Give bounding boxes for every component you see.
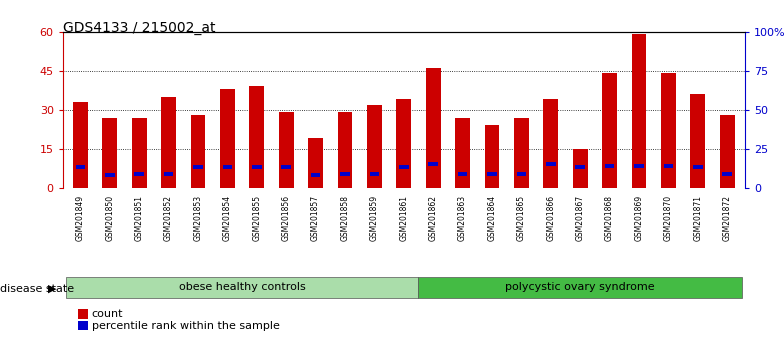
- Bar: [134, 172, 144, 176]
- Bar: [691, 94, 705, 188]
- Text: ▶: ▶: [48, 284, 56, 293]
- Bar: [419, 277, 742, 298]
- Bar: [164, 172, 173, 176]
- Bar: [663, 164, 673, 168]
- Bar: [73, 102, 88, 188]
- Bar: [220, 89, 234, 188]
- Bar: [399, 165, 408, 169]
- Bar: [720, 115, 735, 188]
- Text: GDS4133 / 215002_at: GDS4133 / 215002_at: [63, 21, 216, 35]
- Bar: [485, 125, 499, 188]
- Bar: [458, 172, 467, 176]
- Text: polycystic ovary syndrome: polycystic ovary syndrome: [506, 282, 655, 292]
- Bar: [252, 165, 262, 169]
- Bar: [369, 172, 379, 176]
- Bar: [340, 172, 350, 176]
- Bar: [573, 149, 587, 188]
- Bar: [426, 68, 441, 188]
- Bar: [193, 165, 203, 169]
- Bar: [397, 99, 411, 188]
- Bar: [722, 172, 732, 176]
- Bar: [634, 164, 644, 168]
- Bar: [103, 118, 117, 188]
- Bar: [575, 165, 585, 169]
- Bar: [66, 277, 419, 298]
- Bar: [456, 118, 470, 188]
- Bar: [604, 164, 615, 168]
- Bar: [162, 97, 176, 188]
- Bar: [543, 99, 558, 188]
- Bar: [223, 165, 232, 169]
- Text: disease state: disease state: [0, 284, 74, 293]
- Text: percentile rank within the sample: percentile rank within the sample: [92, 321, 280, 331]
- Bar: [191, 115, 205, 188]
- Bar: [546, 162, 556, 166]
- Bar: [367, 104, 382, 188]
- Bar: [249, 86, 264, 188]
- Bar: [310, 173, 321, 177]
- Bar: [428, 162, 438, 166]
- Bar: [602, 73, 617, 188]
- Bar: [105, 173, 114, 177]
- Bar: [487, 172, 497, 176]
- Bar: [514, 118, 528, 188]
- Bar: [661, 73, 676, 188]
- Text: count: count: [92, 309, 123, 319]
- Bar: [75, 165, 85, 169]
- Bar: [517, 172, 526, 176]
- Bar: [632, 34, 646, 188]
- Text: obese healthy controls: obese healthy controls: [179, 282, 306, 292]
- Bar: [279, 112, 293, 188]
- Bar: [281, 165, 291, 169]
- Bar: [693, 165, 702, 169]
- Bar: [132, 118, 147, 188]
- Bar: [338, 112, 352, 188]
- Bar: [308, 138, 323, 188]
